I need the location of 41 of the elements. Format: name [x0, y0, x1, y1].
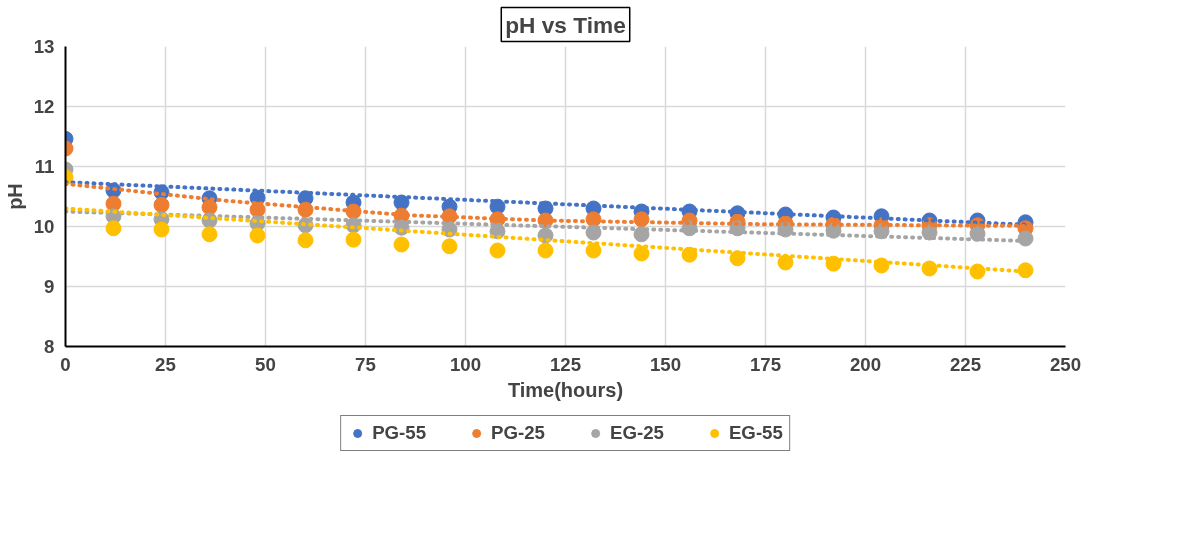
y-tick-label: 12 [33, 96, 55, 117]
point [105, 220, 122, 237]
x-axis-title: Time(hours) [507, 378, 624, 401]
x-tick-label: 50 [255, 353, 276, 375]
x-tick-label: 25 [155, 353, 176, 375]
x-tick-label: 0 [60, 353, 71, 375]
legend-label: EG-55 [728, 422, 783, 444]
point [441, 238, 458, 255]
point [729, 250, 746, 267]
x-tick-label: 225 [949, 353, 982, 375]
y-axis-title: pH [3, 183, 26, 210]
x-tick-label: 250 [1049, 353, 1082, 375]
point [1017, 262, 1034, 279]
y-tick-label: 11 [34, 156, 55, 177]
point [249, 227, 266, 244]
point [153, 196, 170, 213]
x-tick-label: 150 [649, 353, 682, 375]
point [633, 245, 650, 262]
point [585, 242, 602, 259]
y-tick-label: 13 [33, 36, 55, 57]
x-tick-label: 200 [849, 353, 882, 375]
x-tick-label: 175 [749, 353, 782, 375]
point [393, 236, 410, 253]
y-tick-label: 10 [33, 216, 55, 237]
point [201, 226, 218, 243]
point [345, 231, 362, 248]
point [777, 254, 794, 271]
point [537, 242, 554, 259]
point [297, 232, 314, 249]
x-tick-label: 100 [449, 353, 482, 375]
y-tick-label: 9 [44, 276, 55, 297]
x-tick-label: 125 [549, 353, 582, 375]
legend-label: PG-25 [491, 422, 545, 444]
point [201, 199, 218, 216]
legend-label: EG-25 [610, 422, 664, 444]
y-tick-label: 8 [44, 336, 55, 357]
chart-title: pH vs Time [505, 11, 626, 38]
point [489, 242, 506, 259]
x-tick-label: 75 [355, 353, 376, 375]
legend-label: PG-55 [372, 422, 427, 444]
point [153, 221, 170, 238]
